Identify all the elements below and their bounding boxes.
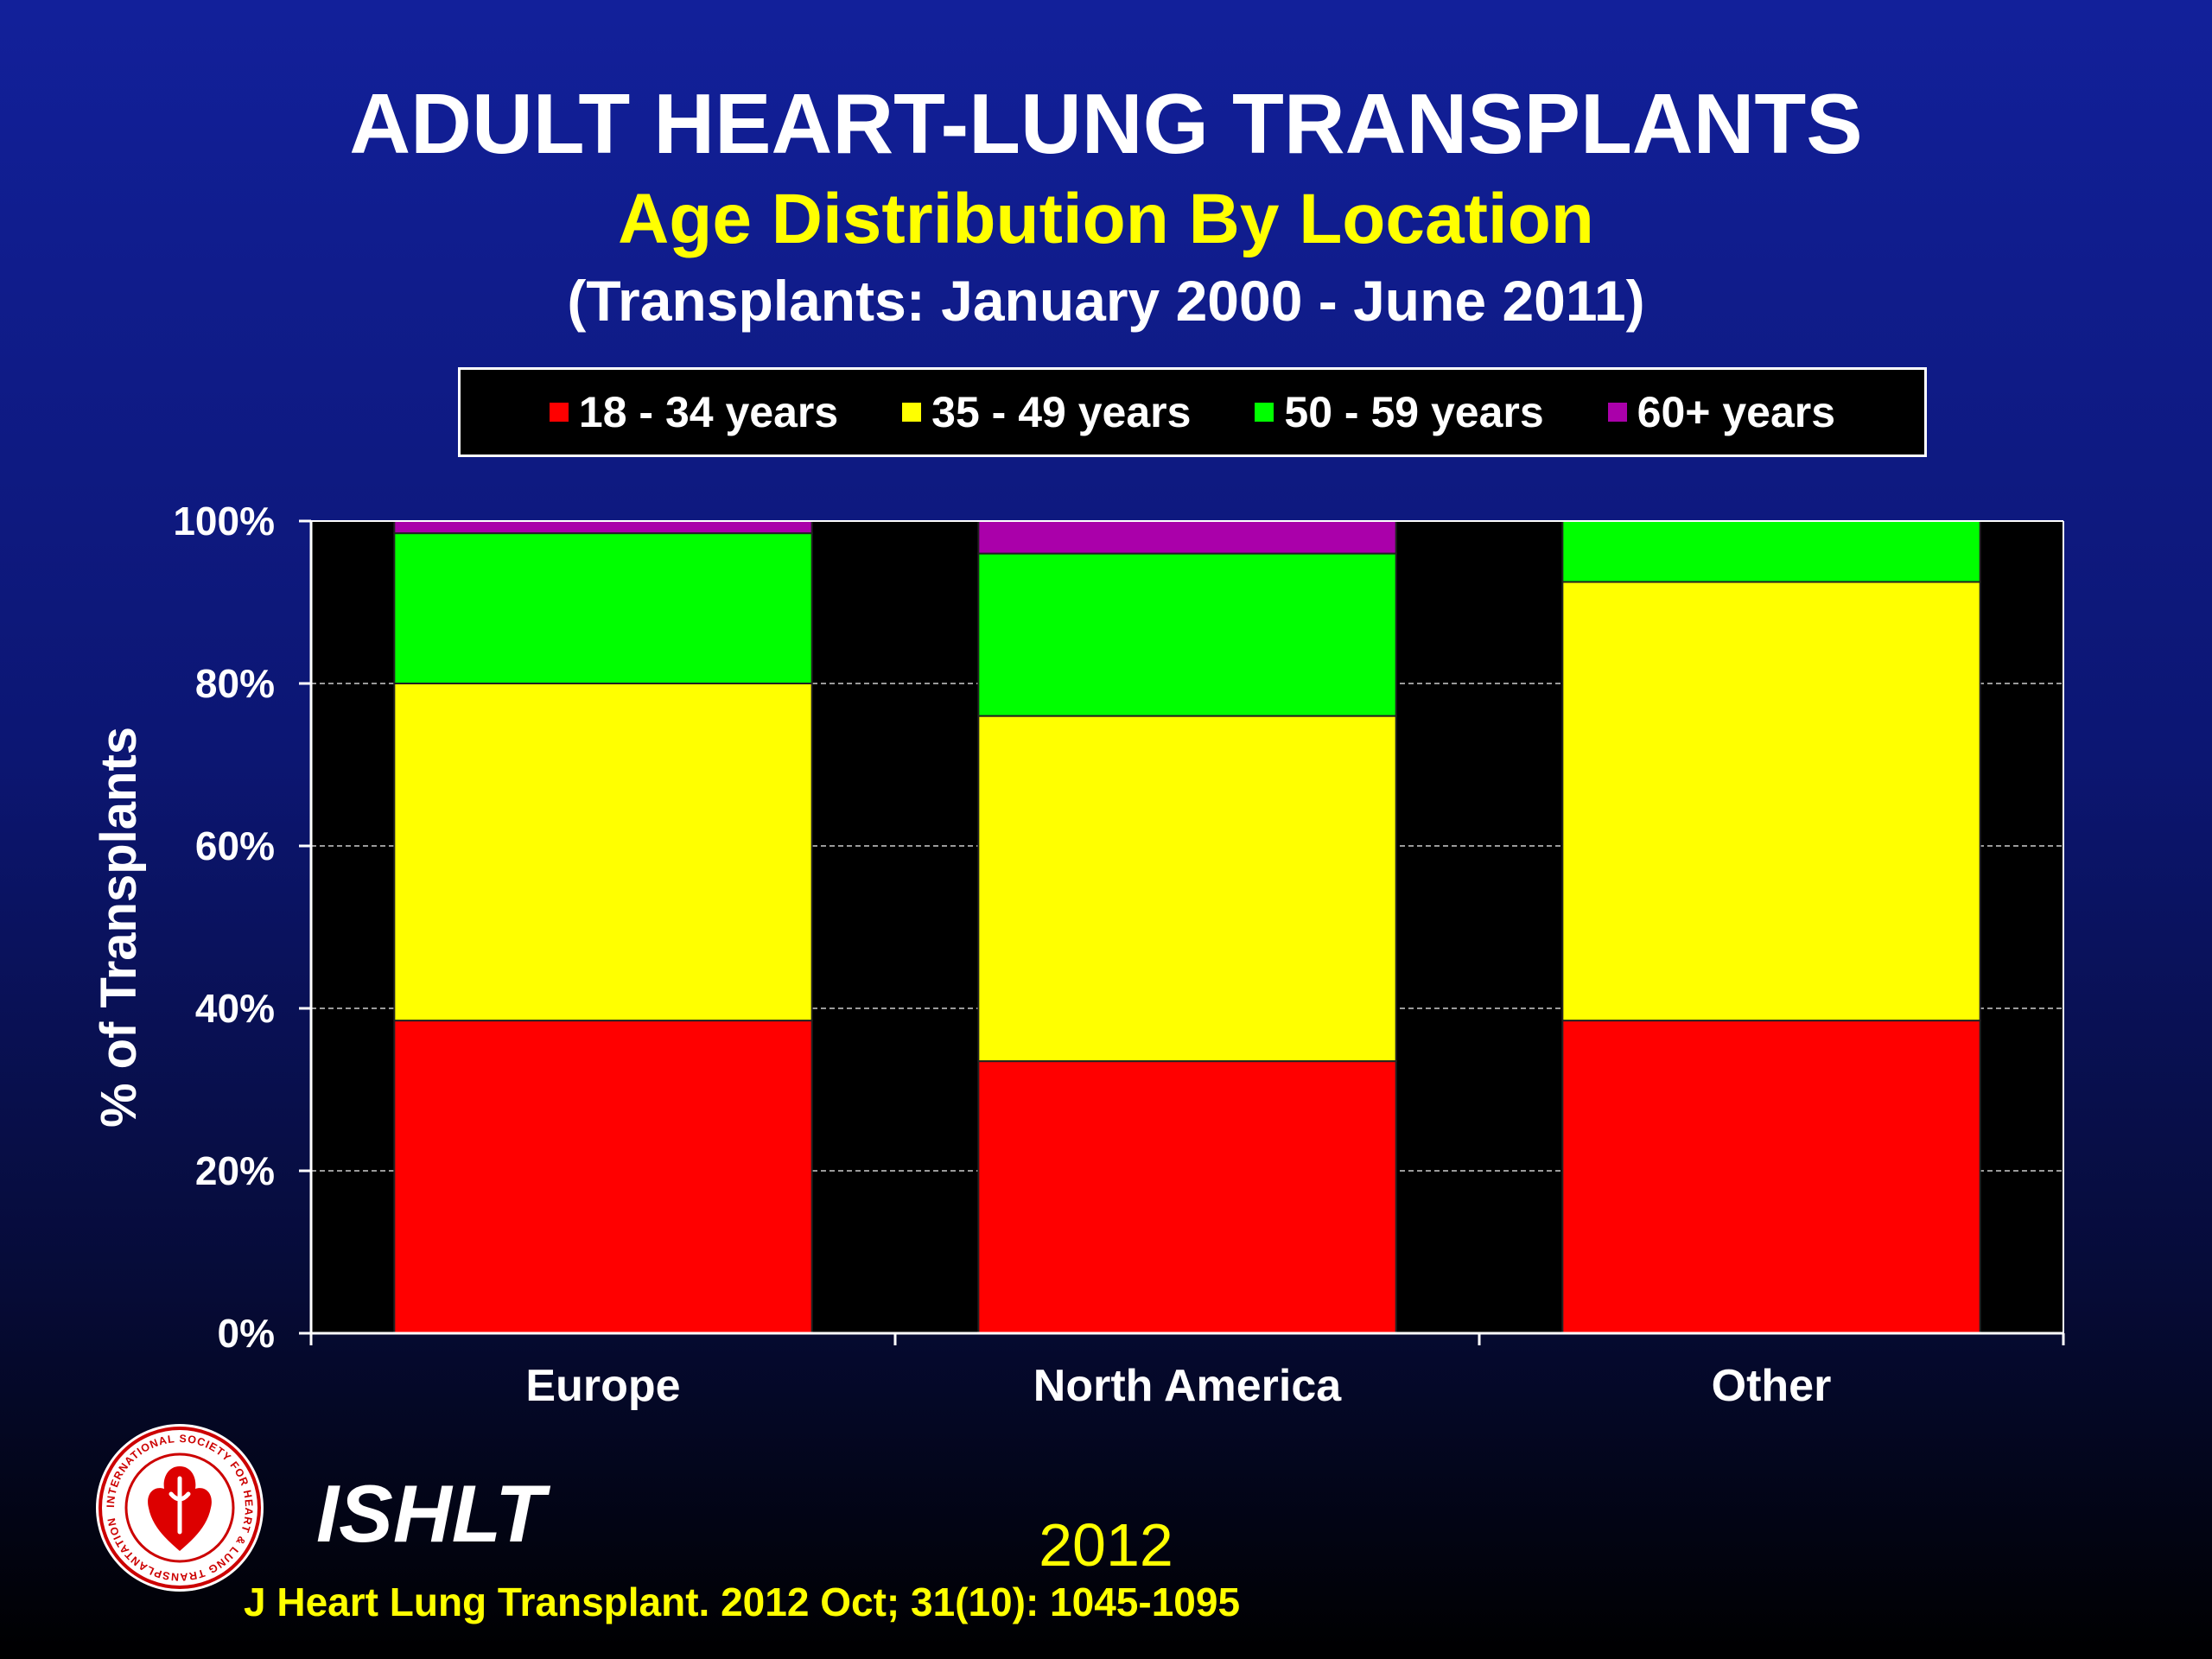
slide-subtitle: Age Distribution By Location — [618, 180, 1594, 258]
legend-label: 60+ years — [1637, 388, 1836, 436]
y-axis-title: % of Transplants — [91, 727, 147, 1128]
y-tick-label: 100% — [173, 499, 275, 543]
bar-segment — [393, 520, 813, 535]
ishlt-logo: INTERNATIONAL SOCIETY FOR HEART & LUNG T… — [96, 1424, 264, 1592]
x-category-label: Other — [1712, 1361, 1832, 1411]
y-tick-label: 60% — [195, 823, 275, 868]
bar-segment — [393, 1020, 813, 1334]
legend-label: 18 - 34 years — [578, 388, 839, 436]
y-tick-label: 0% — [218, 1311, 275, 1356]
logo-inner-ring — [124, 1452, 235, 1563]
bar-segment — [1561, 520, 1981, 583]
bar-segment — [393, 532, 813, 684]
slide-period: (Transplants: January 2000 - June 2011) — [567, 269, 1645, 333]
bar-segment — [977, 715, 1397, 1063]
legend-item: 35 - 49 years — [902, 387, 1191, 437]
legend-item: 18 - 34 years — [549, 387, 839, 437]
citation: J Heart Lung Transplant. 2012 Oct; 31(10… — [244, 1580, 1241, 1624]
legend-swatch — [1607, 403, 1627, 422]
y-tick-label: 40% — [195, 986, 275, 1031]
slide-title: ADULT HEART-LUNG TRANSPLANTS — [349, 76, 1863, 171]
bar-segment — [977, 1060, 1397, 1334]
legend-item: 60+ years — [1607, 387, 1836, 437]
legend-swatch — [902, 403, 922, 422]
x-category-label: Europe — [525, 1361, 680, 1411]
bar-segment — [393, 683, 813, 1022]
legend-swatch — [549, 403, 569, 422]
y-tick-label: 20% — [195, 1148, 275, 1193]
legend-label: 35 - 49 years — [931, 388, 1192, 436]
x-category-label: North America — [1033, 1361, 1342, 1411]
trachea-icon — [168, 1476, 191, 1535]
y-tick-label: 80% — [195, 661, 275, 706]
legend-label: 50 - 59 years — [1284, 388, 1544, 436]
legend-swatch — [1255, 403, 1274, 422]
org-name: ISHLT — [316, 1468, 545, 1559]
logo-outer-ring — [99, 1427, 261, 1589]
bar-segment — [1561, 581, 1981, 1022]
year-label: 2012 — [1039, 1511, 1173, 1579]
chart-legend: 18 - 34 years 35 - 49 years 50 - 59 years 6… — [458, 367, 1927, 457]
bar-segment — [977, 552, 1397, 717]
bar-segment — [977, 520, 1397, 555]
legend-item: 50 - 59 years — [1255, 387, 1544, 437]
bar-segment — [1561, 1020, 1981, 1334]
